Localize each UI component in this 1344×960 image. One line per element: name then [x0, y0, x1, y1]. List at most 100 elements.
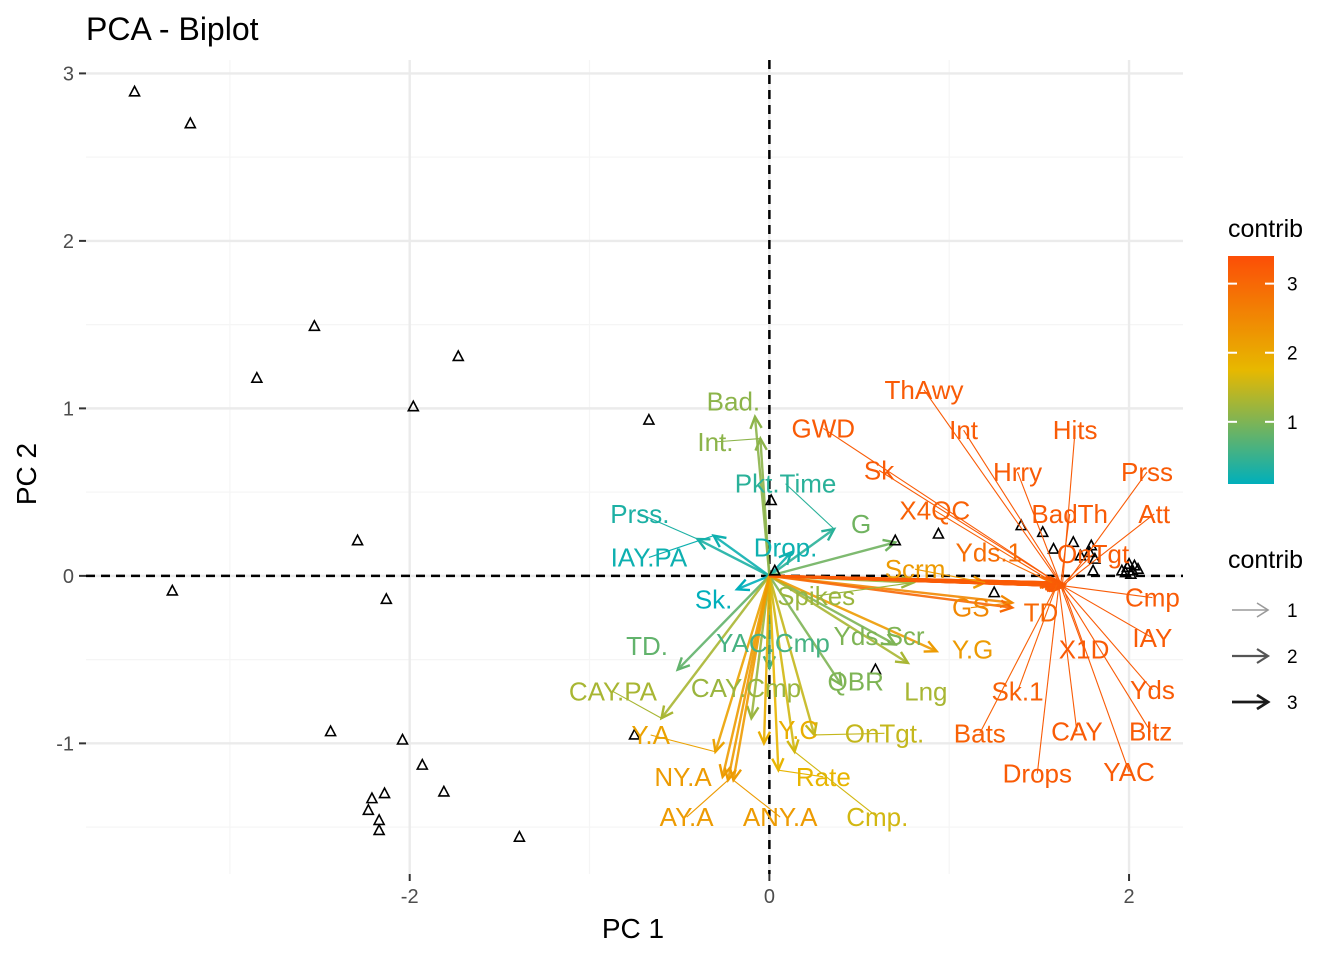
label-leader-line [639, 513, 698, 540]
x-tick-label: -2 [401, 886, 419, 908]
y-tick-label: -1 [56, 733, 74, 755]
variable-arrow [768, 575, 843, 688]
label-leader-line [1064, 585, 1153, 599]
legend-size-title: contrib [1228, 546, 1303, 574]
variable-label: Hits [1053, 415, 1098, 445]
legend: contrib 1 2 3 contrib 1 2 3 [1228, 215, 1303, 714]
data-point [451, 349, 465, 362]
legend-size-keys: 1 2 3 [1232, 601, 1298, 714]
variable-label: OnTgt. [845, 718, 924, 748]
legend-colorbar-ticks: 1 2 3 [1228, 275, 1298, 434]
label-leader-line [1062, 585, 1153, 639]
variable-arrow [734, 574, 770, 592]
data-point [128, 84, 141, 97]
variable-label: Yds.Scr [834, 621, 925, 651]
label-leader-line [612, 690, 662, 719]
data-point [365, 791, 379, 804]
variable-label: Int [949, 415, 979, 445]
label-leader-line [1017, 584, 1058, 692]
label-leader-line [1061, 430, 1076, 585]
data-point [1122, 556, 1136, 569]
label-leader-line [715, 437, 761, 443]
data-point [165, 583, 179, 596]
variable-label: Drop. [754, 532, 818, 562]
variable-label: Y.C [778, 715, 818, 745]
label-leader-line [934, 510, 1054, 584]
label-leader-line [1036, 584, 1060, 774]
label-leader-line [785, 483, 835, 530]
data-point [372, 813, 386, 826]
variable-label: AY.A [660, 802, 715, 832]
label-leader-line [1017, 471, 1062, 585]
variable-label: Sk.1 [992, 676, 1044, 706]
variable-arrow [768, 574, 898, 646]
data-point [308, 319, 321, 332]
colorbar-tick-label: 3 [1287, 275, 1298, 296]
label-leader-line [823, 428, 1058, 584]
variable-label: TD. [626, 631, 668, 661]
variable-label: YAC.Cmp [716, 628, 830, 658]
data-point [888, 533, 902, 546]
variable-label: GWD [792, 413, 856, 443]
size-legend-key: 2 [1232, 647, 1298, 668]
variable-label: X4QC [899, 496, 970, 526]
variable-label: Prss [1121, 457, 1173, 487]
variable-label: OnTgt [1057, 539, 1130, 569]
variable-label: Prss. [610, 499, 669, 529]
variable-arrows [659, 414, 1068, 783]
variable-label: Sk. [695, 584, 733, 614]
data-point [768, 563, 782, 576]
variable-label: Bats [954, 718, 1006, 748]
data-point [183, 116, 197, 129]
label-leader-line [1061, 585, 1130, 773]
variable-label: GS [952, 593, 990, 623]
chart-title: PCA - Biplot [86, 11, 259, 47]
x-tick-label: 0 [764, 886, 775, 908]
variable-label: YAC [1103, 757, 1155, 787]
colorbar-tick-label: 2 [1287, 344, 1298, 365]
reference-lines [86, 60, 1183, 874]
label-leader-line [1063, 471, 1148, 587]
data-point [406, 399, 420, 412]
variable-label: Y.G [952, 635, 993, 665]
label-leader-line [1062, 553, 1094, 585]
variable-label: Y.A [631, 720, 670, 750]
label-leader-line [686, 779, 729, 818]
y-axis-label: PC 2 [11, 443, 42, 505]
label-leader-line [963, 429, 1062, 583]
variable-label: Bad. [707, 387, 761, 417]
variable-arrow [768, 574, 940, 653]
label-leader-line [979, 583, 1058, 734]
variable-label: Lng [904, 676, 947, 706]
data-point [1115, 563, 1129, 576]
variable-arrow [757, 575, 772, 747]
label-leader-line [648, 535, 714, 558]
data-point [380, 592, 393, 605]
y-tick-label: 2 [63, 231, 74, 253]
size-legend-key: 1 [1232, 601, 1298, 622]
variable-label: Yds [1130, 675, 1175, 705]
data-point [372, 823, 386, 836]
colorbar-tick-label: 1 [1287, 413, 1298, 434]
label-leader-line [923, 389, 1062, 585]
variable-label: Cmp [1125, 583, 1180, 613]
y-tick-label: 1 [63, 398, 74, 420]
label-leader-line [816, 582, 914, 597]
x-tick-label: 2 [1123, 886, 1134, 908]
variable-label: CAY.PA [569, 676, 658, 706]
variable-label: Bltz [1129, 717, 1172, 747]
variable-label: Scrm [885, 554, 946, 584]
variable-label: BadTh [1031, 499, 1108, 529]
data-point [1047, 541, 1060, 554]
variable-label: Yds.1 [956, 537, 1023, 567]
observation-points [128, 84, 1145, 842]
variable-label: CAY.Cmp [691, 673, 801, 703]
variable-label: NY.A [654, 762, 712, 792]
variable-label: ANY.A [743, 802, 818, 832]
label-leader-line [778, 769, 824, 778]
size-legend-key: 3 [1232, 693, 1298, 714]
data-point [250, 371, 264, 384]
label-leader-line [988, 551, 1052, 584]
label-leader-line [1063, 513, 1155, 585]
